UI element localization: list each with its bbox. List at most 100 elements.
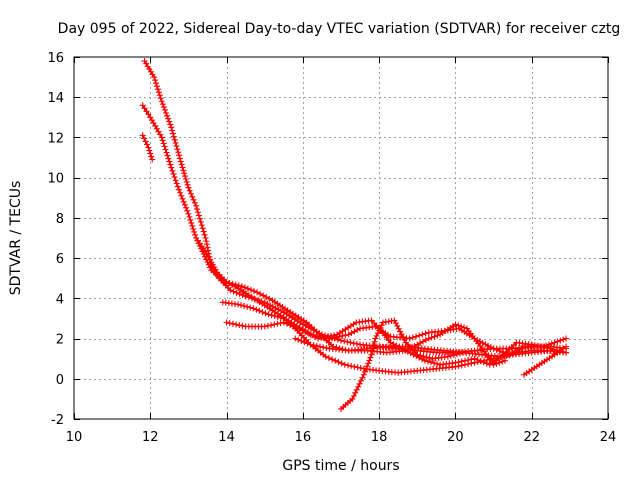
data-point [178,192,185,199]
data-point [177,189,184,196]
data-point [236,290,243,297]
y-tick-label: 14 [47,91,64,106]
data-point [233,321,240,328]
x-tick-label: 14 [218,430,235,445]
data-point [361,368,368,375]
data-point [287,322,294,329]
data-point [344,362,351,369]
data-point [338,360,345,367]
data-point [182,173,189,180]
data-point [370,345,377,352]
data-point [332,357,339,364]
data-point [312,333,319,340]
data-point [544,344,551,351]
data-point [168,124,175,131]
data-point [324,333,331,340]
data-point [194,206,201,213]
data-point [165,115,172,122]
data-point [239,292,246,299]
data-point [531,342,538,349]
data-point [153,83,160,90]
data-point [204,244,211,251]
data-point [353,340,360,347]
data-point [235,301,242,308]
y-tick-label: 8 [56,212,64,227]
data-point [461,324,468,331]
data-point [455,359,462,366]
data-point [200,228,207,235]
data-point [325,354,332,361]
data-point [487,344,494,351]
data-point [426,354,433,361]
data-point [175,186,182,193]
data-point [541,344,548,351]
data-point [259,309,266,316]
data-point [496,359,503,366]
data-point [141,105,148,112]
data-point [167,161,174,168]
data-point [256,307,263,314]
data-point [518,345,525,352]
data-point [344,338,351,345]
data-point [366,357,373,364]
data-point [186,213,193,220]
data-point [496,348,503,355]
data-point [190,225,197,232]
data-point [142,138,149,145]
data-point [254,289,261,296]
data-point [183,178,190,185]
data-point [171,136,178,143]
data-point [485,342,492,349]
data-point [305,330,312,337]
data-point [230,288,237,295]
data-point [431,360,438,367]
data-point [341,338,348,345]
data-point [179,195,186,202]
data-point [156,92,163,99]
data-point [176,152,183,159]
data-point [265,311,272,318]
data-point [458,358,465,365]
series-layer [139,58,570,412]
data-point [260,292,267,299]
chart-title: Day 095 of 2022, Sidereal Day-to-day VTE… [58,21,621,37]
data-point [358,377,365,384]
data-point [351,363,358,370]
data-point [159,137,166,144]
data-point [277,320,284,327]
data-series [292,321,509,368]
data-point [251,288,258,295]
data-point [465,357,472,364]
y-tick-label: 10 [47,172,64,187]
data-point [145,111,152,118]
data-point [480,359,487,366]
data-point [162,146,169,153]
data-point [369,348,376,355]
data-point [545,341,552,348]
data-point [139,102,146,109]
data-point [139,132,146,139]
data-point [557,337,564,344]
data-point [146,147,153,154]
data-point [367,354,374,361]
data-point [194,209,201,216]
data-point [413,333,420,340]
data-point [341,361,348,368]
data-point [233,289,240,296]
data-point [377,324,384,331]
data-point [274,313,281,320]
data-point [349,395,356,402]
data-point [474,356,481,363]
y-tick-label: 16 [47,51,64,66]
data-point [447,352,454,359]
data-point [356,380,363,387]
y-tick-label: 2 [56,333,64,348]
data-point [154,86,161,93]
data-point [171,174,178,181]
data-point [173,180,180,187]
data-series [521,343,570,378]
data-point [548,340,555,347]
data-point [264,322,271,329]
data-point [143,141,150,148]
x-tick-label: 24 [600,430,617,445]
